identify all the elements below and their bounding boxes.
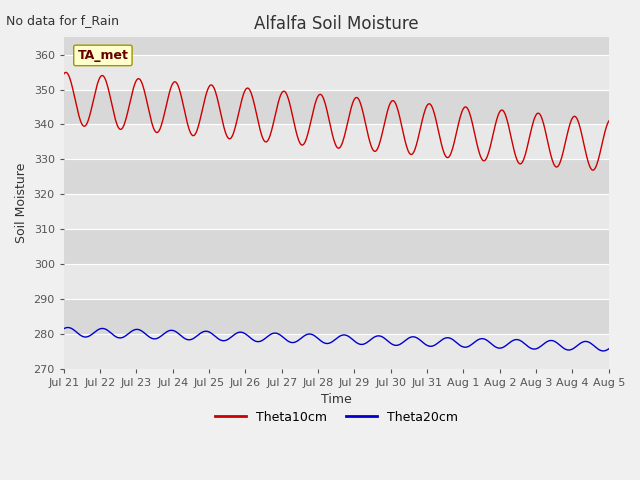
Bar	[64, 159, 609, 194]
Bar	[64, 334, 609, 369]
Legend: Theta10cm, Theta20cm: Theta10cm, Theta20cm	[210, 406, 463, 429]
X-axis label: Time: Time	[321, 393, 352, 406]
Title: Alfalfa Soil Moisture: Alfalfa Soil Moisture	[254, 15, 419, 33]
Bar	[64, 124, 609, 159]
Bar	[64, 55, 609, 90]
Text: No data for f_Rain: No data for f_Rain	[6, 14, 120, 27]
Bar	[64, 194, 609, 229]
Bar	[64, 299, 609, 334]
Y-axis label: Soil Moisture: Soil Moisture	[15, 163, 28, 243]
Bar	[64, 264, 609, 299]
Bar	[64, 229, 609, 264]
Bar	[64, 90, 609, 124]
Text: TA_met: TA_met	[77, 49, 129, 62]
